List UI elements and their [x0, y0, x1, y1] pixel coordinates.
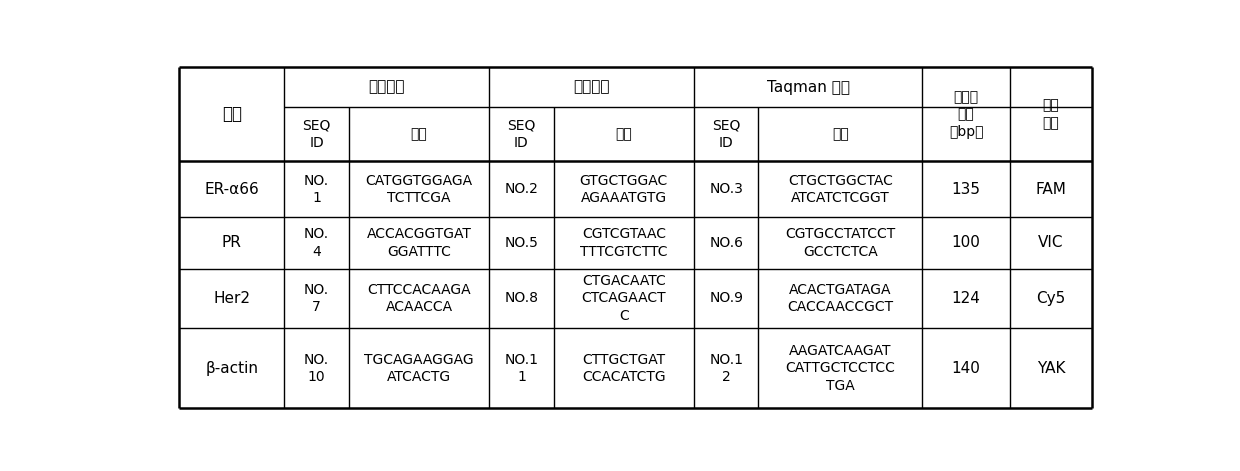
Text: 类型: 类型	[222, 106, 242, 123]
Text: NO.
1: NO. 1	[304, 174, 329, 205]
Text: NO.1
2: NO.1 2	[709, 353, 743, 384]
Text: GTGCTGGAC
AGAAATGTG: GTGCTGGAC AGAAATGTG	[579, 174, 668, 205]
Text: VIC: VIC	[1038, 236, 1064, 251]
Text: NO.3: NO.3	[709, 182, 743, 196]
Text: CGTCGTAAC
TTTCGTCTTC: CGTCGTAAC TTTCGTCTTC	[580, 227, 667, 259]
Text: 140: 140	[952, 361, 981, 376]
Text: NO.9: NO.9	[709, 292, 743, 305]
Text: NO.5: NO.5	[505, 236, 538, 250]
Text: NO.1
1: NO.1 1	[505, 353, 538, 384]
Text: Cy5: Cy5	[1037, 291, 1065, 306]
Text: FAM: FAM	[1035, 182, 1066, 197]
Text: 反向引物: 反向引物	[573, 80, 610, 95]
Text: SEQ
ID: SEQ ID	[507, 118, 536, 149]
Text: Her2: Her2	[213, 291, 250, 306]
Text: CTTGCTGAT
CCACATCTG: CTTGCTGAT CCACATCTG	[582, 353, 666, 384]
Text: NO.
10: NO. 10	[304, 353, 329, 384]
Text: 扩增子
长度
（bp）: 扩增子 长度 （bp）	[949, 90, 983, 138]
Text: 100: 100	[952, 236, 981, 251]
Text: 序列: 序列	[410, 127, 428, 141]
Text: β-actin: β-actin	[205, 361, 258, 376]
Text: CGTGCCTATCCT
GCCTCTCA: CGTGCCTATCCT GCCTCTCA	[785, 227, 895, 259]
Text: NO.
7: NO. 7	[304, 283, 329, 314]
Text: 正向引物: 正向引物	[368, 80, 405, 95]
Text: Taqman 探针: Taqman 探针	[766, 80, 849, 95]
Text: NO.2: NO.2	[505, 182, 538, 196]
Text: PR: PR	[222, 236, 242, 251]
Text: ACCACGGTGAT
GGATTTC: ACCACGGTGAT GGATTTC	[367, 227, 471, 259]
Text: CTTCCACAAGA
ACAACCA: CTTCCACAAGA ACAACCA	[367, 283, 471, 314]
Text: 荧光
标记: 荧光 标记	[1043, 98, 1059, 130]
Text: YAK: YAK	[1037, 361, 1065, 376]
Text: NO.
4: NO. 4	[304, 227, 329, 259]
Text: AAGATCAAGAT
CATTGCTCCTCC
TGA: AAGATCAAGAT CATTGCTCCTCC TGA	[785, 344, 895, 392]
Text: ACACTGATAGA
CACCAACCGCT: ACACTGATAGA CACCAACCGCT	[787, 283, 893, 314]
Text: NO.8: NO.8	[505, 292, 538, 305]
Text: CATGGTGGAGA
TCTTCGA: CATGGTGGAGA TCTTCGA	[366, 174, 472, 205]
Text: SEQ
ID: SEQ ID	[303, 118, 331, 149]
Text: 124: 124	[952, 291, 981, 306]
Text: 序列: 序列	[832, 127, 848, 141]
Text: CTGACAATC
CTCAGAACT
C: CTGACAATC CTCAGAACT C	[582, 274, 666, 323]
Text: NO.6: NO.6	[709, 236, 743, 250]
Text: 135: 135	[951, 182, 981, 197]
Text: CTGCTGGCTAC
ATCATCTCGGT: CTGCTGGCTAC ATCATCTCGGT	[787, 174, 893, 205]
Text: TGCAGAAGGAG
ATCACTG: TGCAGAAGGAG ATCACTG	[365, 353, 474, 384]
Text: SEQ
ID: SEQ ID	[712, 118, 740, 149]
Text: ER-α66: ER-α66	[205, 182, 259, 197]
Text: 序列: 序列	[615, 127, 632, 141]
